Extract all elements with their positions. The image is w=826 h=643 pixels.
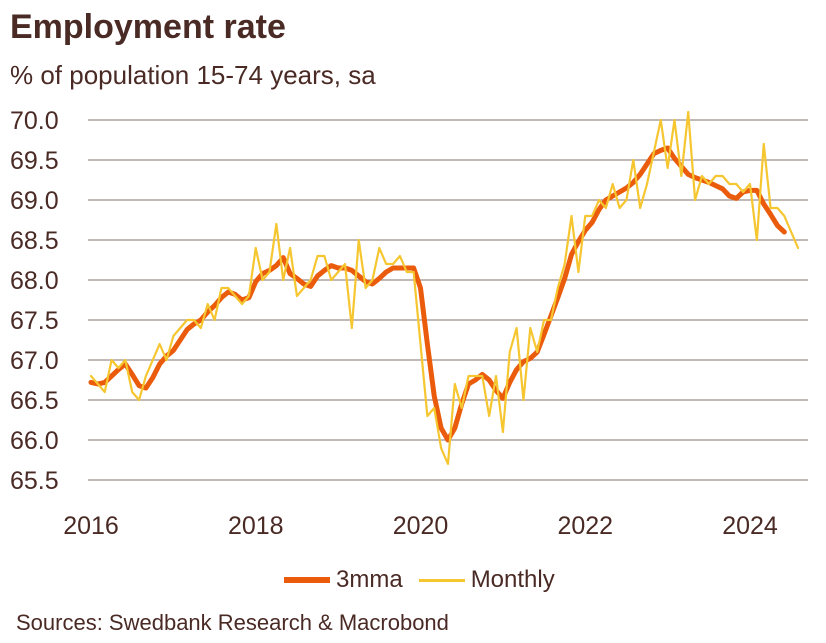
y-tick-label: 68.0 [10,267,59,295]
legend: 3mma Monthly [284,566,571,594]
x-tick-label: 2016 [63,512,119,540]
y-tick-label: 66.0 [10,427,59,455]
legend-swatch-monthly [418,578,465,582]
chart-title: Employment rate [10,8,286,46]
y-tick-label: 66.5 [10,387,59,415]
y-tick-label: 67.5 [10,307,59,335]
x-axis: 2016 2018 2020 2022 2024 [63,512,778,540]
x-tick-label: 2020 [393,512,449,540]
series-line-monthly [89,110,800,466]
y-tick-label: 68.5 [10,227,59,255]
x-tick-label: 2018 [228,512,284,540]
series [88,110,800,466]
y-tick-label: 65.5 [10,467,59,495]
x-tick-label: 2022 [557,512,613,540]
y-tick-label: 70.0 [10,107,59,135]
y-tick-label: 69.0 [10,187,59,215]
legend-swatch-3mma [284,577,330,583]
legend-item-monthly: Monthly [418,566,555,594]
y-tick-label: 69.5 [10,147,59,175]
source-note: Sources: Swedbank Research & Macrobond [16,610,449,635]
legend-label-3mma: 3mma [336,566,403,593]
legend-label-monthly: Monthly [470,566,555,593]
chart-subtitle: % of population 15-74 years, sa [10,60,376,90]
series-line-3mma [88,145,787,443]
y-axis: 70.0 69.5 69.0 68.5 68.0 67.5 67.0 66.5 66.0 65.5 [10,107,59,495]
x-tick-label: 2024 [722,512,778,540]
grid [88,119,808,481]
y-tick-label: 67.0 [10,347,59,375]
legend-item-3mma: 3mma [284,566,403,594]
